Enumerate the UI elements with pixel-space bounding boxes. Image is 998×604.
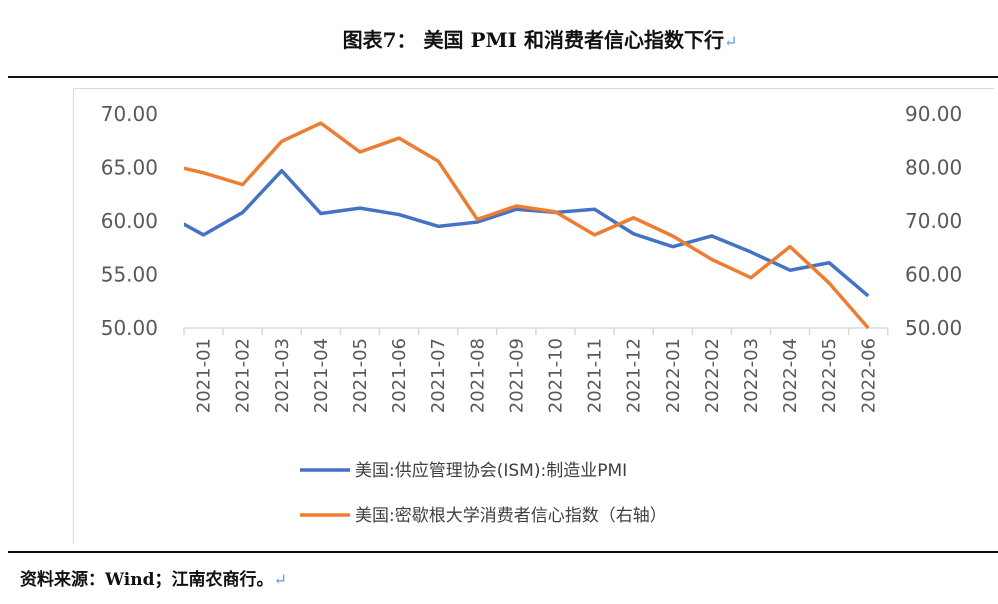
x-axis-tick-label: 2021-04 bbox=[311, 338, 332, 413]
legend-label: 美国:供应管理协会(ISM):制造业PMI bbox=[355, 461, 627, 481]
right-axis-tick-label: 60.00 bbox=[905, 263, 962, 287]
left-axis-tick-label: 60.00 bbox=[101, 209, 158, 233]
x-axis-tick-label: 2022-03 bbox=[741, 338, 762, 413]
x-axis-tick-label: 2021-02 bbox=[233, 338, 254, 413]
x-axis-tick-label: 2021-01 bbox=[194, 338, 215, 413]
right-axis-tick-label: 50.00 bbox=[905, 316, 962, 340]
right-axis-tick-label: 90.00 bbox=[905, 102, 962, 126]
return-mark: ↵ bbox=[723, 32, 738, 51]
x-axis-tick-label: 2021-06 bbox=[389, 338, 410, 413]
right-axis-tick-label: 70.00 bbox=[905, 209, 962, 233]
x-axis-tick-label: 2021-09 bbox=[506, 338, 527, 413]
return-mark: ↵ bbox=[273, 570, 287, 589]
x-axis-tick-label: 2022-01 bbox=[663, 338, 684, 413]
pmi-series-line bbox=[184, 168, 870, 298]
consumer-sentiment-series-line bbox=[184, 121, 870, 330]
left-axis-tick-label: 50.00 bbox=[101, 316, 158, 340]
source-note: 资料来源：Wind；江南农商行。↵ bbox=[20, 565, 287, 590]
x-axis-tick-label: 2021-08 bbox=[467, 338, 488, 413]
legend-label: 美国:密歇根大学消费者信心指数（右轴） bbox=[355, 506, 667, 526]
left-axis-tick-label: 70.00 bbox=[101, 102, 158, 126]
x-axis-tick-label: 2021-05 bbox=[350, 338, 371, 413]
x-axis-tick-label: 2021-07 bbox=[428, 338, 449, 413]
source-text: 资料来源：Wind；江南农商行。 bbox=[20, 570, 274, 590]
left-axis-tick-label: 55.00 bbox=[101, 263, 158, 287]
x-axis-tick-label: 2021-03 bbox=[272, 338, 293, 413]
x-axis-tick-label: 2022-05 bbox=[819, 338, 840, 413]
right-axis-tick-label: 80.00 bbox=[905, 156, 962, 180]
chart-frame bbox=[73, 88, 994, 544]
x-axis-tick-label: 2022-04 bbox=[780, 338, 801, 413]
x-axis-tick-label: 2022-02 bbox=[702, 338, 723, 413]
x-axis-tick-label: 2022-06 bbox=[858, 338, 879, 413]
x-axis-tick-label: 2021-10 bbox=[545, 338, 566, 413]
x-axis-tick-label: 2021-11 bbox=[585, 338, 606, 413]
figure-title-text: 图表7： 美国 PMI 和消费者信心指数下行 bbox=[342, 28, 724, 52]
left-axis-tick-label: 65.00 bbox=[101, 156, 158, 180]
figure-title: 图表7： 美国 PMI 和消费者信心指数下行↵ bbox=[0, 24, 998, 53]
x-axis-tick-label: 2021-12 bbox=[624, 338, 645, 413]
bottom-rule bbox=[8, 551, 998, 553]
top-rule bbox=[8, 76, 998, 78]
